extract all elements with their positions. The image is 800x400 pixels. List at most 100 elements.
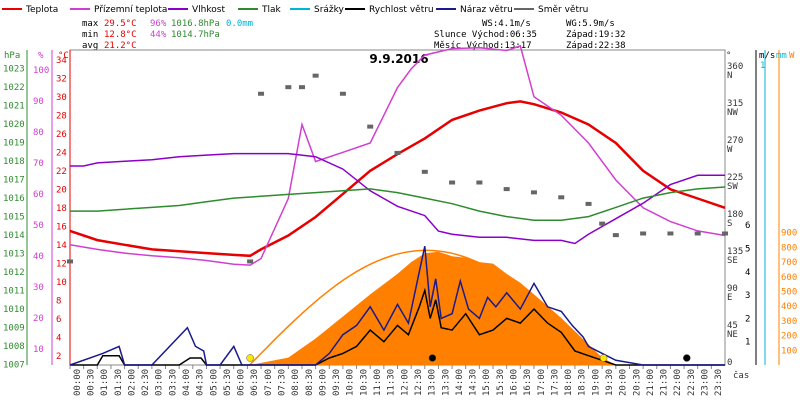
tick-wm2: 200 — [781, 332, 797, 342]
wind-direction-point — [367, 124, 374, 129]
tick-hpa: 1010 — [3, 305, 25, 315]
stat-min-temp: 12.8°C — [104, 30, 137, 40]
x-tick-label: 19:00 — [591, 369, 601, 396]
tick-deg-dir: S — [727, 219, 732, 229]
tick-pct: 30 — [33, 283, 44, 293]
tick-pct: 20 — [33, 314, 44, 324]
legend-label-prizemni-teplota: Přízemní teplota — [94, 5, 167, 15]
x-tick-label: 19:30 — [605, 369, 615, 396]
series-layer — [67, 44, 728, 366]
stat-min-hum: 44% — [150, 30, 167, 40]
x-tick-label: 02:30 — [141, 369, 151, 396]
tick-celsius: 14 — [56, 241, 67, 251]
chart-title: 9.9.2016 — [369, 52, 428, 66]
wind-direction-point — [722, 231, 728, 236]
wind-direction-point — [312, 73, 319, 78]
wind-direction-point — [67, 259, 73, 264]
x-tick-label: 05:00 — [209, 369, 219, 396]
tick-hpa: 1012 — [3, 268, 25, 278]
moon-set-marker — [683, 354, 691, 362]
tick-hpa: 1018 — [3, 157, 25, 167]
legend-label-rychlost-vetru: Rychlost větru — [369, 5, 434, 15]
axis-unit-deg: ° — [726, 51, 731, 61]
x-tick-label: 20:00 — [619, 369, 629, 396]
tick-hpa: 1020 — [3, 120, 25, 130]
x-tick-label: 11:30 — [387, 369, 397, 396]
info-moon-set: Západ:22:38 — [566, 41, 626, 51]
tick-pct: 10 — [33, 345, 44, 355]
tick-pct: 80 — [33, 128, 44, 138]
legend-label-srazky: Srážky — [314, 5, 345, 15]
info-ws: WS:4.1m/s — [482, 19, 531, 29]
wind-direction-point — [258, 91, 265, 96]
tick-celsius: 24 — [56, 148, 67, 158]
tick-hpa: 1023 — [3, 65, 25, 75]
x-tick-label: 10:00 — [346, 369, 356, 396]
series-line-rychlost-vetru — [70, 287, 725, 366]
wind-direction-point — [530, 190, 537, 195]
legend-label-naraz-vetru: Náraz větru — [460, 5, 513, 15]
tick-pct: 90 — [33, 97, 44, 107]
x-tick-label: 06:30 — [250, 369, 260, 396]
x-tick-label: 09:00 — [318, 369, 328, 396]
tick-wm2: 100 — [781, 346, 797, 356]
x-axis-label: čas — [733, 370, 749, 381]
tick-deg-dir: N — [727, 71, 732, 81]
stat-min-label: min — [82, 30, 98, 40]
tick-hpa: 1019 — [3, 139, 25, 149]
tick-hpa: 1022 — [3, 83, 25, 93]
tick-deg: 315 — [727, 99, 743, 109]
tick-celsius: 4 — [56, 333, 61, 343]
tick-hpa: 1017 — [3, 176, 25, 186]
x-tick-label: 02:00 — [127, 369, 137, 396]
tick-pct: 50 — [33, 221, 44, 231]
x-tick-label: 17:30 — [550, 369, 560, 396]
tick-deg: 270 — [727, 136, 743, 146]
tick-hpa: 1008 — [3, 342, 25, 352]
tick-celsius: 22 — [56, 167, 67, 177]
tick-pct: 100 — [33, 66, 49, 76]
wind-direction-point — [339, 91, 346, 96]
tick-deg: 90 — [727, 284, 738, 294]
x-tick-label: 07:30 — [278, 369, 288, 396]
tick-deg-dir: SE — [727, 256, 738, 266]
wind-direction-point — [667, 231, 674, 236]
stat-min-press: 1014.7hPa — [171, 30, 220, 40]
series-line-naraz-vetru — [69, 246, 725, 366]
markers-layer — [246, 354, 691, 362]
tick-wm2: 800 — [781, 243, 797, 253]
tick-hpa: 1011 — [3, 287, 25, 297]
x-tick-label: 14:00 — [455, 369, 465, 396]
tick-ms: 3 — [745, 291, 750, 301]
series-line-prizemni-teplota — [69, 44, 726, 266]
x-tick-label: 15:00 — [482, 369, 492, 396]
tick-celsius: 12 — [56, 259, 67, 269]
tick-hpa: 1013 — [3, 250, 25, 260]
wind-direction-point — [558, 195, 565, 200]
tick-celsius: 26 — [56, 130, 67, 140]
stat-avg-label: avg — [82, 41, 98, 51]
tick-deg-dir: SW — [727, 182, 738, 192]
tick-hpa: 1009 — [3, 324, 25, 334]
x-tick-label: 18:30 — [578, 369, 588, 396]
wind-direction-point — [476, 180, 483, 185]
stat-max-label: max — [82, 19, 99, 29]
x-tick-label: 05:30 — [223, 369, 233, 396]
x-tick-label: 14:30 — [469, 369, 479, 396]
x-tick-label: 06:00 — [237, 369, 247, 396]
tick-deg-dir: NE — [727, 330, 738, 340]
moon-rise-marker — [428, 354, 437, 362]
stat-max-hum: 96% — [150, 19, 167, 29]
tick-wm2: 500 — [781, 288, 797, 298]
stats-block: max 29.5°C 96% 1016.8hPa 0.0mm min 12.8°… — [82, 19, 253, 51]
tick-celsius: 6 — [56, 315, 61, 325]
tick-celsius: 32 — [56, 74, 67, 84]
x-tick-label: 10:30 — [359, 369, 369, 396]
x-tick-label: 00:00 — [73, 369, 83, 396]
wind-direction-point — [640, 231, 647, 236]
stat-max-temp: 29.5°C — [104, 19, 137, 29]
wind-direction-point — [298, 85, 305, 90]
tick-deg: 225 — [727, 173, 743, 183]
left-axes: 1023102210211020101910181017101610151014… — [3, 50, 71, 371]
tick-celsius: 8 — [56, 296, 61, 306]
